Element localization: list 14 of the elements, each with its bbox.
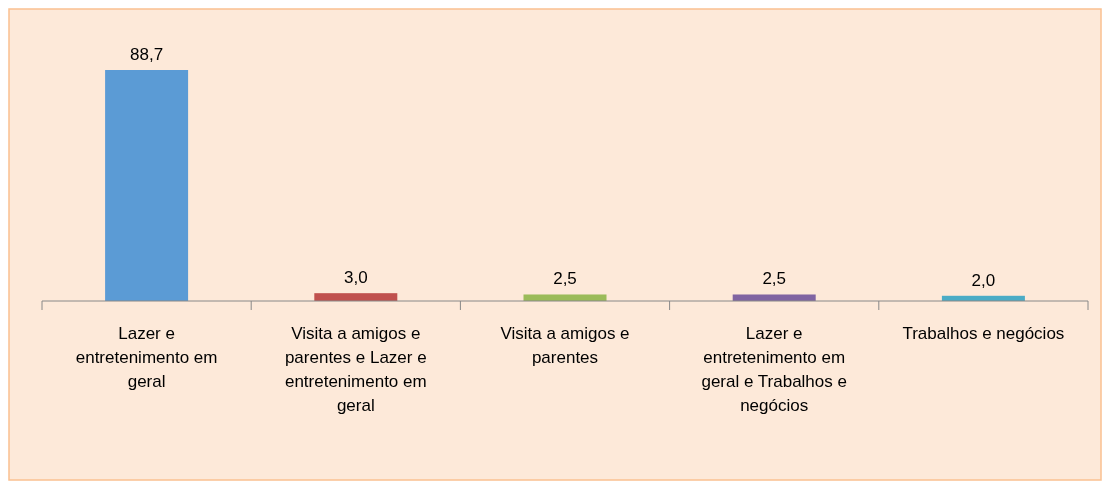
data-label: 2,5: [553, 269, 577, 289]
data-label: 3,0: [343, 268, 368, 288]
x-tick-label: Lazer e entretenimento em geral e Trabalhos e negócios: [701, 324, 847, 415]
data-label: 2,5: [762, 269, 787, 289]
x-tick-label: Visita a amigos e parentes e Lazer e entretenimento em geral: [284, 324, 427, 415]
data-label: 88,7: [130, 45, 164, 64]
bar: [732, 294, 816, 301]
x-tick-label: Lazer e entretenimento em geral: [75, 324, 218, 391]
bar: [105, 70, 189, 301]
data-label: 2,0: [971, 270, 996, 290]
x-tick-label: Visita a amigos e parentes: [500, 324, 630, 367]
bar: [314, 293, 398, 301]
bar: [523, 294, 607, 301]
x-tick-label: Trabalhos e negócios: [902, 324, 1065, 343]
